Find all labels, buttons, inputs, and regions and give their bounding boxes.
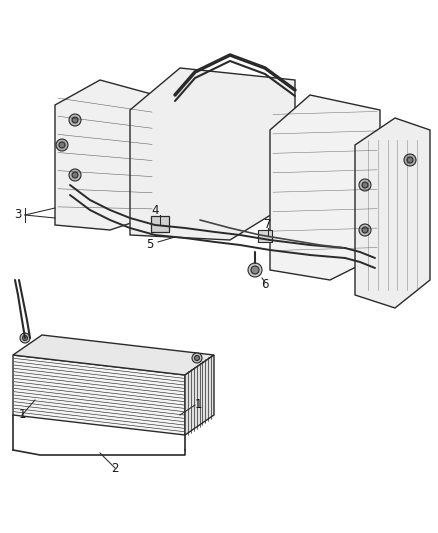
Circle shape <box>72 117 78 123</box>
Circle shape <box>404 154 416 166</box>
Text: 2: 2 <box>111 462 119 474</box>
Text: 4: 4 <box>151 204 159 216</box>
Polygon shape <box>13 335 214 375</box>
Text: 7: 7 <box>264 219 272 231</box>
Circle shape <box>72 172 78 178</box>
Polygon shape <box>185 355 214 435</box>
Circle shape <box>362 227 368 233</box>
Circle shape <box>69 169 81 181</box>
Circle shape <box>56 139 68 151</box>
Polygon shape <box>13 355 185 435</box>
Circle shape <box>20 333 30 343</box>
Circle shape <box>59 142 65 148</box>
Circle shape <box>407 157 413 163</box>
Polygon shape <box>130 68 295 240</box>
Circle shape <box>359 179 371 191</box>
Circle shape <box>362 182 368 188</box>
Polygon shape <box>355 118 430 308</box>
Circle shape <box>359 224 371 236</box>
Circle shape <box>251 266 259 274</box>
FancyBboxPatch shape <box>151 216 169 232</box>
Text: 1: 1 <box>195 399 202 411</box>
Text: 1: 1 <box>18 408 26 422</box>
Circle shape <box>22 335 28 341</box>
Text: 5: 5 <box>146 238 154 252</box>
Circle shape <box>192 353 202 363</box>
Circle shape <box>248 263 262 277</box>
Circle shape <box>194 356 199 360</box>
Polygon shape <box>55 80 155 230</box>
Text: 3: 3 <box>14 208 22 222</box>
FancyBboxPatch shape <box>258 230 272 242</box>
Text: 6: 6 <box>261 279 269 292</box>
Circle shape <box>69 114 81 126</box>
Polygon shape <box>270 95 380 280</box>
